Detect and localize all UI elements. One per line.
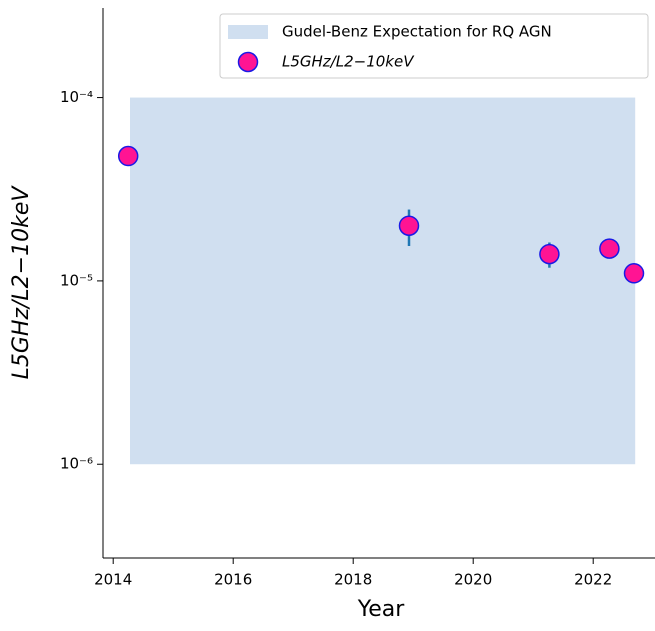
legend-label: L5GHz/L2−10keV [282,53,415,71]
y-tick-label: 10⁻⁵ [60,271,93,289]
x-axis-label: Year [357,597,406,622]
data-point [623,263,645,284]
legend-swatch [228,25,268,39]
data-point [539,243,560,265]
y-axis-label: L5GHz/L2−10keV [9,185,34,380]
expectation-band [130,97,636,465]
y-tick-label: 10⁻⁶ [60,455,93,473]
x-tick-label: 2022 [574,571,612,589]
legend-box [219,13,649,79]
x-tick-label: 2014 [94,571,132,589]
data-point [117,145,139,167]
data-point [398,215,420,236]
legend-marker [237,51,259,73]
data-point [599,238,620,259]
y-tick-label: 10⁻⁴ [60,88,93,106]
legend-label: Gudel-Benz Expectation for RQ AGN [282,23,552,41]
x-tick-label: 2016 [214,571,252,589]
x-tick-label: 2020 [454,571,492,589]
x-tick-label: 2018 [334,571,372,589]
